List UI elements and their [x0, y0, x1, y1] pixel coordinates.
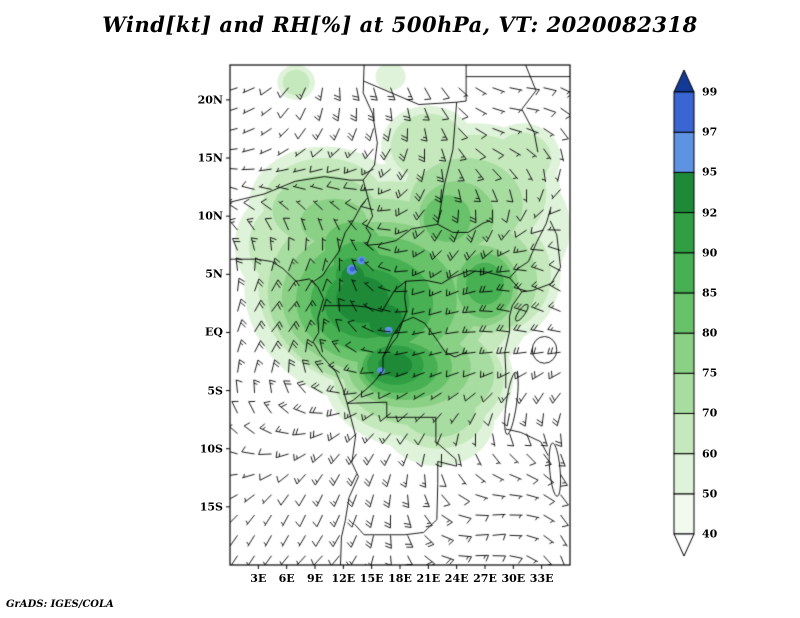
lon-tick-label: 3E [250, 572, 267, 585]
colorbar-level-label: 90 [702, 246, 718, 260]
lon-tick-label: 6E [278, 572, 295, 585]
colorbar-level-label: 40 [702, 527, 718, 541]
lat-tick-label: 5N [205, 267, 223, 281]
lon-tick-label: 27E [473, 572, 497, 585]
lon-tick-label: 30E [501, 572, 526, 585]
lat-tick-label: 10S [199, 442, 223, 456]
lon-tick-label: 15E [359, 572, 384, 585]
colorbar-level-label: 70 [702, 406, 718, 420]
colorbar-level-label: 92 [702, 206, 718, 220]
colorbar-level-label: 95 [702, 165, 718, 179]
lon-tick-label: 21E [416, 572, 441, 585]
colorbar-level-label: 60 [702, 447, 718, 461]
lon-tick-label: 24E [444, 572, 469, 585]
lon-tick-label: 12E [331, 572, 356, 585]
lon-tick-label: 9E [306, 572, 324, 585]
colorbar-level-label: 50 [702, 487, 718, 501]
colorbar-level-label: 99 [702, 85, 718, 99]
lat-tick-label: 15N [197, 151, 223, 165]
lon-tick-label: 33E [529, 572, 554, 585]
lon-tick-label: 18E [388, 572, 412, 585]
lat-tick-label: 5S [207, 384, 223, 398]
lat-tick-label: 20N [197, 93, 223, 107]
colorbar-level-label: 80 [702, 326, 718, 340]
lat-tick-label: EQ [205, 325, 223, 339]
lat-tick-label: 10N [197, 209, 223, 223]
lat-tick-label: 15S [199, 500, 223, 514]
colorbar-level-label: 85 [702, 286, 718, 300]
colorbar-level-label: 75 [702, 366, 718, 380]
colorbar-level-label: 97 [702, 125, 718, 139]
grads-credit: GrADS: IGES/COLA [6, 599, 114, 610]
